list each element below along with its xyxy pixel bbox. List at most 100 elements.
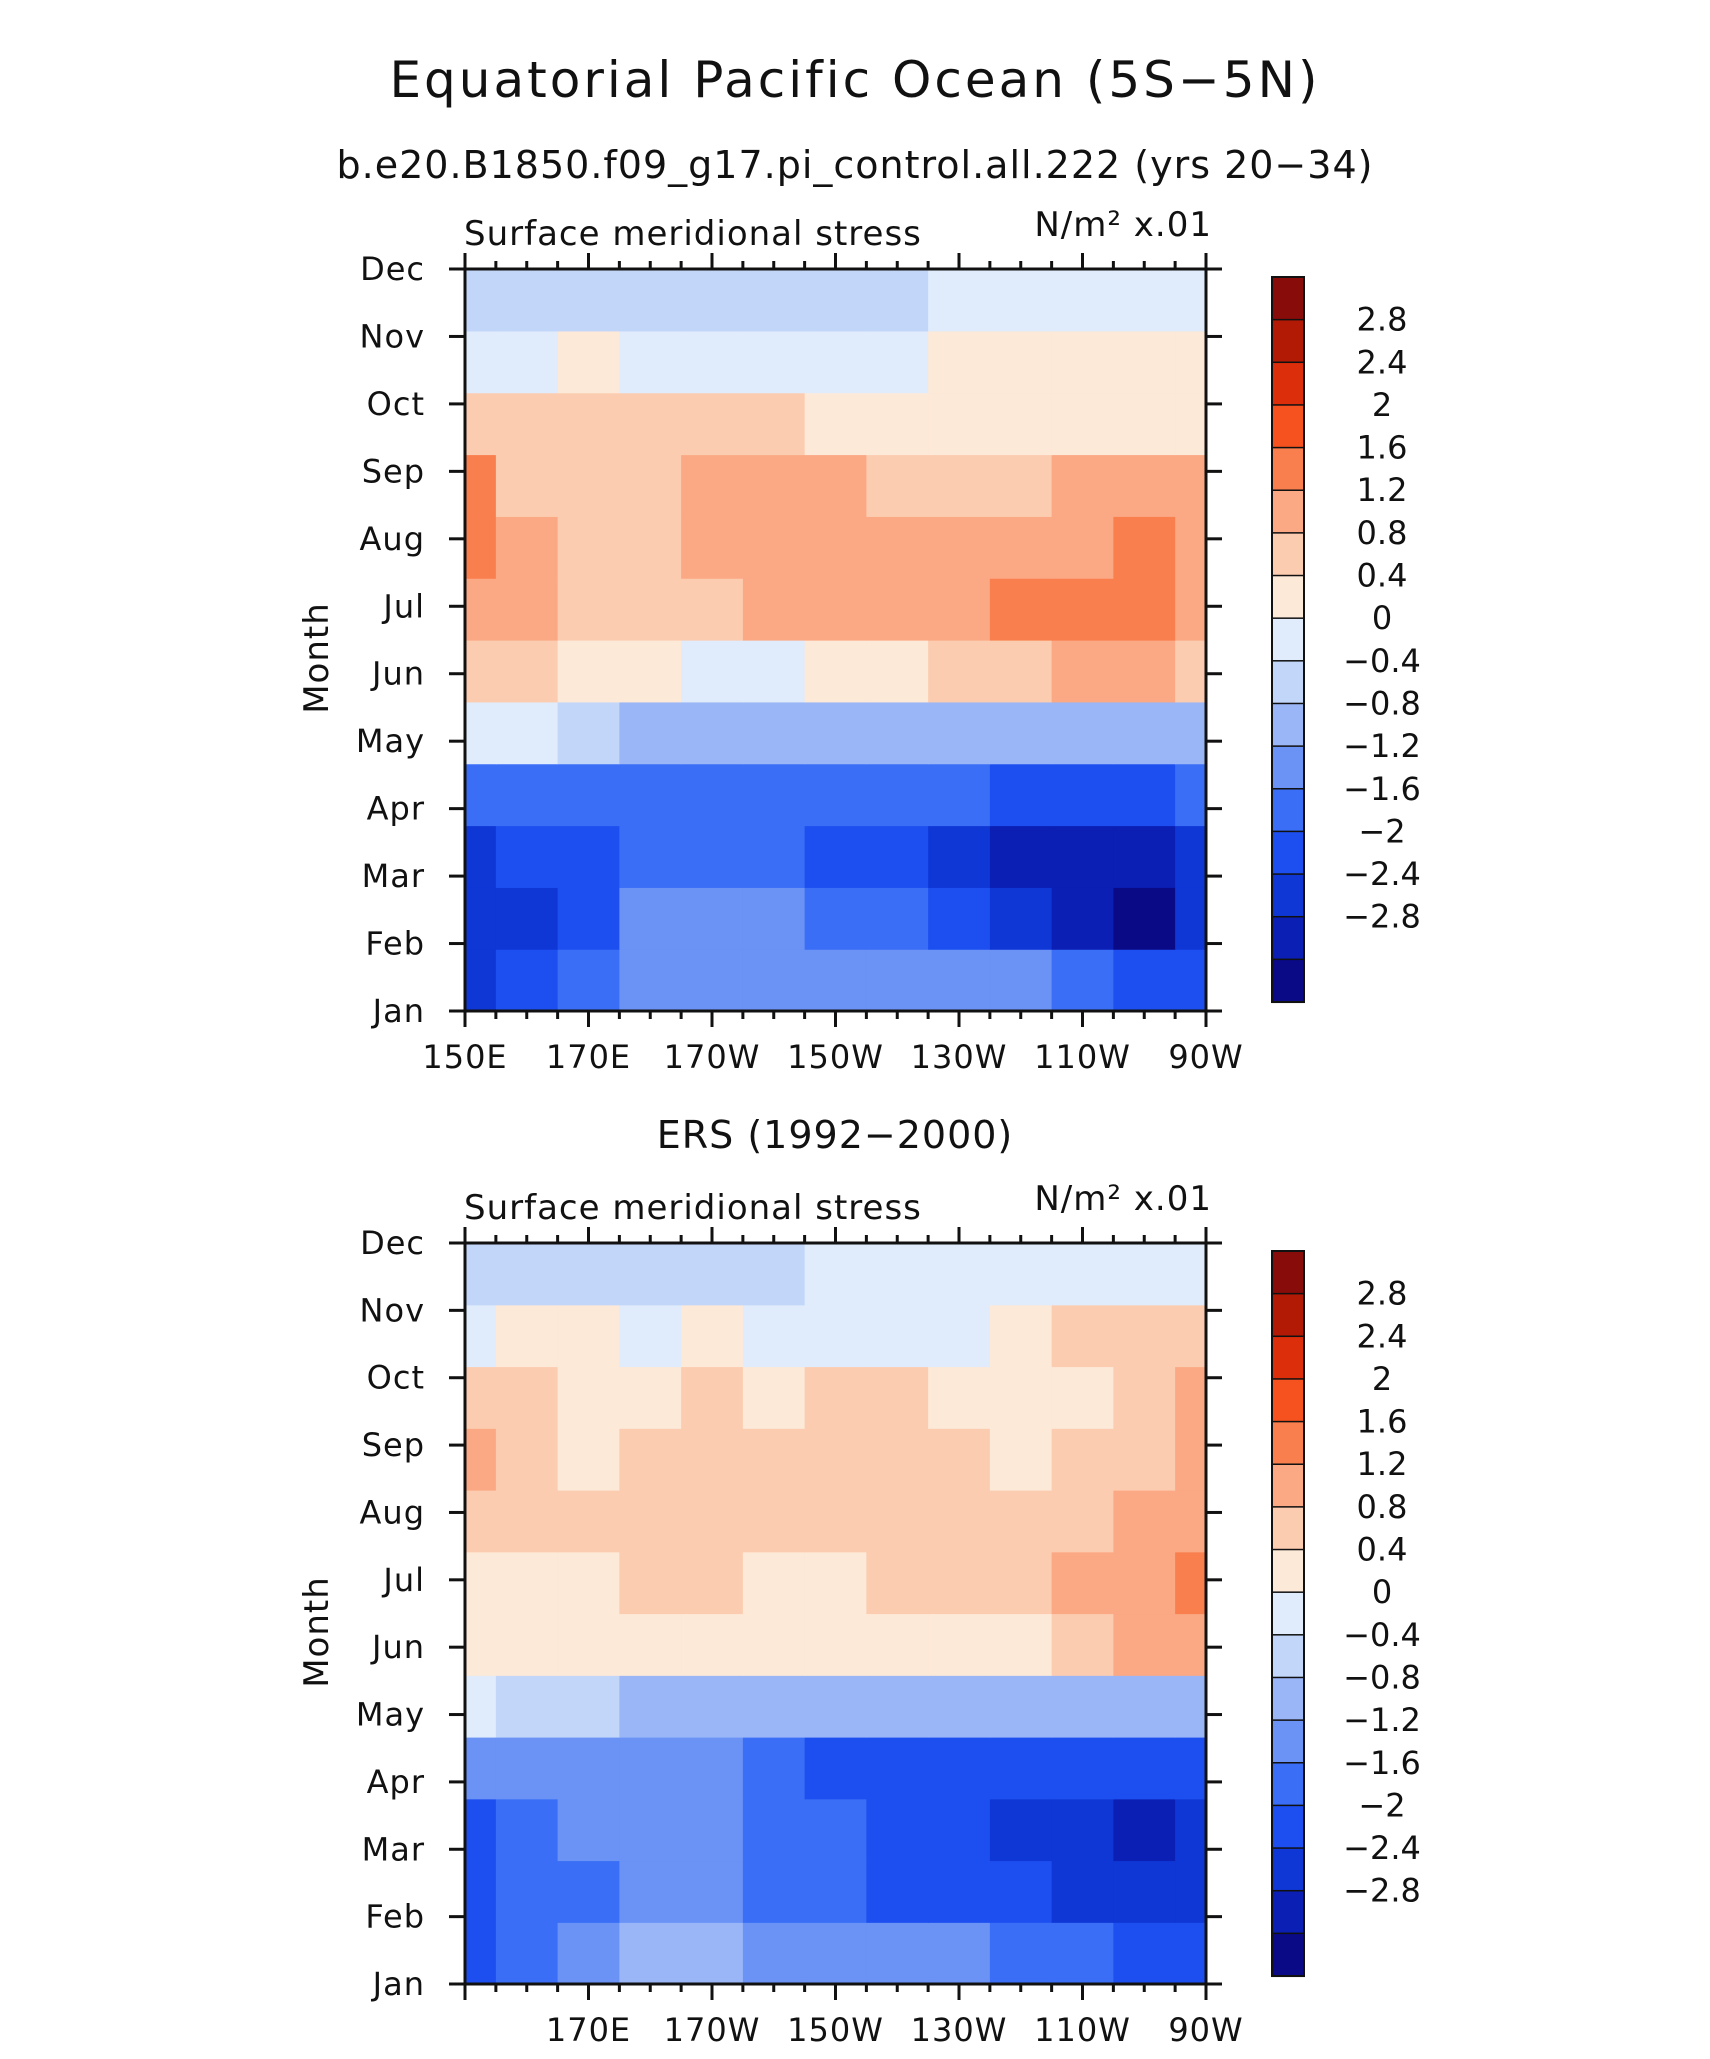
heatmap-cell <box>495 1613 559 1676</box>
colorbar-label: 1.6 <box>1357 1403 1408 1441</box>
heatmap-cell <box>866 1613 929 1676</box>
heatmap-cell <box>742 1860 806 1923</box>
heatmap-cell <box>1175 1798 1206 1862</box>
heatmap-cell <box>928 1798 991 1862</box>
heatmap-cell <box>866 1798 929 1862</box>
heatmap-cell <box>989 1304 1053 1368</box>
heatmap-cell <box>1175 887 1206 950</box>
heatmap-cell <box>928 825 991 888</box>
colorbar-swatch <box>1271 404 1305 449</box>
x-tick-label: 170W <box>664 2011 761 2049</box>
y-axis-label: Month <box>297 1576 337 1688</box>
x-tick-label: 130W <box>911 2011 1008 2049</box>
heatmap-cell <box>742 763 806 827</box>
heatmap-cell <box>465 454 497 517</box>
y-tick-label: Jul <box>381 587 425 625</box>
colorbar-label: −2 <box>1358 1786 1405 1824</box>
heatmap-cell <box>804 763 867 827</box>
heatmap-cell <box>928 701 991 765</box>
heatmap-cell <box>681 1798 744 1862</box>
heatmap-cell <box>1051 1490 1114 1553</box>
heatmap-cell <box>804 330 867 394</box>
heatmap-cell <box>989 1551 1053 1615</box>
y-tick-label: Feb <box>365 925 425 963</box>
heatmap-cell <box>619 454 682 517</box>
colorbar-swatch <box>1271 1719 1305 1764</box>
heatmap-cell <box>557 640 620 703</box>
colorbar-swatch <box>1271 361 1305 406</box>
heatmap-cell <box>866 763 929 827</box>
heatmap-cell <box>989 1613 1053 1676</box>
figure-title: Equatorial Pacific Ocean (5S−5N) <box>389 51 1320 109</box>
colorbar-swatch <box>1271 958 1305 1004</box>
colorbar-label: 0 <box>1372 1573 1392 1611</box>
heatmap-cell <box>465 1737 497 1800</box>
heatmap-cell <box>866 578 929 641</box>
heatmap-cell <box>1113 516 1176 579</box>
heatmap-cell <box>742 1551 806 1615</box>
heatmap-cell <box>495 1551 559 1615</box>
colorbar-swatch <box>1271 489 1305 534</box>
heatmap-cell <box>989 578 1053 641</box>
heatmap-cell <box>1051 269 1114 332</box>
colorbar-label: −2.8 <box>1343 1872 1421 1910</box>
heatmap-cell <box>866 392 929 456</box>
heatmap-cell <box>804 1428 867 1491</box>
heatmap-cell <box>619 578 682 641</box>
heatmap-cell <box>681 1860 744 1923</box>
heatmap-cell <box>619 701 682 765</box>
heatmap-cell <box>742 269 806 332</box>
heatmap-cell <box>681 1551 744 1615</box>
heatmap-cell <box>742 1737 806 1800</box>
heatmap-cell <box>989 1366 1053 1429</box>
heatmap-cell <box>681 1737 744 1800</box>
heatmap-cell <box>866 887 929 950</box>
heatmap-cell <box>1175 1551 1206 1615</box>
heatmap-cell <box>928 516 991 579</box>
colorbar-swatch <box>1271 617 1305 662</box>
heatmap-cell <box>619 1366 682 1429</box>
heatmap-cell <box>1113 392 1176 456</box>
heatmap-cell <box>1051 1366 1114 1429</box>
heatmap-cells <box>465 1243 1206 1984</box>
heatmap-cell <box>1113 269 1176 332</box>
heatmap-cell <box>681 578 744 641</box>
heatmap-cell <box>495 640 559 703</box>
y-tick-label: Aug <box>360 1493 425 1531</box>
heatmap-cell <box>742 1675 806 1738</box>
heatmap-cell <box>495 701 559 765</box>
heatmap-cell <box>866 1490 929 1553</box>
heatmap-cell <box>989 1798 1053 1862</box>
heatmap-cell <box>866 949 929 1011</box>
heatmap-cell <box>989 1737 1053 1800</box>
heatmap-cell <box>1175 578 1206 641</box>
heatmap-cell <box>465 1613 497 1676</box>
heatmap-cell <box>866 1366 929 1429</box>
colorbar-label: 2 <box>1372 386 1392 424</box>
heatmap-cell <box>989 701 1053 765</box>
heatmap-cell <box>1051 578 1114 641</box>
heatmap-cell <box>804 1366 867 1429</box>
heatmap-cell <box>866 454 929 517</box>
heatmap-cell <box>1175 1490 1206 1553</box>
heatmap-cell <box>495 887 559 950</box>
heatmap-cell <box>465 949 497 1011</box>
heatmap-cell <box>619 1798 682 1862</box>
heatmap-cell <box>619 1304 682 1368</box>
heatmap-cell <box>557 392 620 456</box>
heatmap-cell <box>1051 1922 1114 1984</box>
heatmap-cell <box>557 1366 620 1429</box>
heatmap-cell <box>742 1798 806 1862</box>
heatmap-cell <box>1113 1922 1176 1984</box>
x-tick-label: 150E <box>422 1038 507 1076</box>
heatmap-cell <box>742 1304 806 1368</box>
colorbar-swatch <box>1271 574 1305 620</box>
heatmap-cell <box>465 330 497 394</box>
colorbar-swatch <box>1271 1889 1305 1935</box>
heatmap-cell <box>804 887 867 950</box>
heatmap-cell <box>619 887 682 950</box>
heatmap-cell <box>928 640 991 703</box>
heatmap-cell <box>681 640 744 703</box>
colorbar-label: 2.8 <box>1357 1275 1408 1313</box>
